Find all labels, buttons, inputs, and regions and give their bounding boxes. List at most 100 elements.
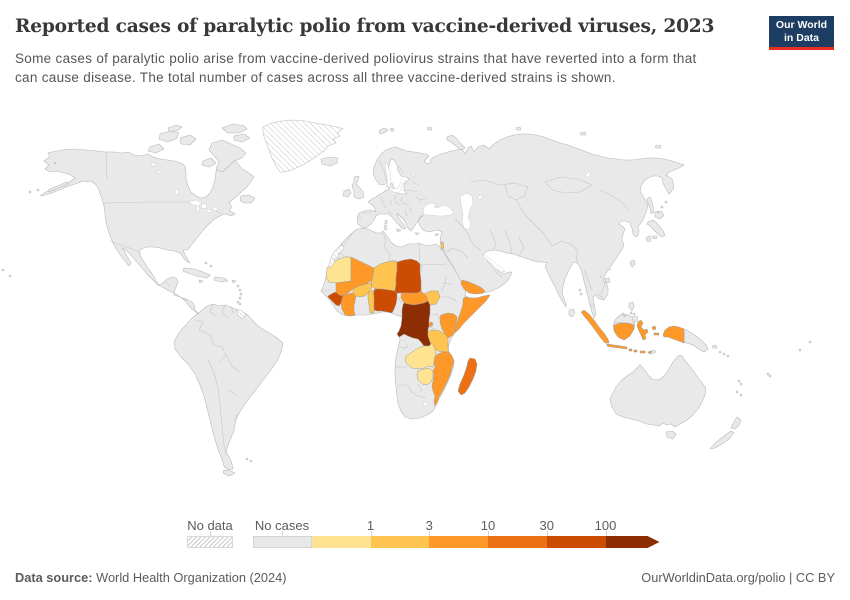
legend-tick (282, 531, 283, 536)
island-8[interactable] (446, 134, 466, 151)
island-5[interactable] (378, 127, 389, 135)
landmass-ireland[interactable] (342, 188, 352, 198)
landmass-iceland[interactable] (320, 156, 339, 167)
country-mauritania[interactable] (325, 256, 352, 284)
country-mozambique[interactable] (431, 351, 455, 407)
nodata-french-guiana[interactable] (235, 308, 247, 320)
island-6[interactable] (389, 127, 395, 132)
country-south-sudan[interactable] (423, 290, 441, 306)
country-indonesia-papua[interactable] (662, 325, 685, 344)
country-border-line (451, 247, 469, 259)
landmass-nz-north[interactable] (730, 416, 742, 430)
caribbean-island-2[interactable] (198, 279, 204, 284)
country-border-line (589, 304, 595, 307)
country-madagascar[interactable] (457, 357, 478, 396)
landmass-aleutians[interactable] (47, 181, 69, 193)
country-border-line (398, 165, 404, 174)
country-benin[interactable] (367, 289, 375, 314)
island-9[interactable] (515, 126, 522, 131)
island-10[interactable] (579, 131, 587, 136)
country-chad[interactable] (394, 258, 422, 294)
island-20[interactable] (628, 301, 635, 312)
landmass-south-america[interactable] (173, 303, 284, 471)
country-yemen[interactable] (460, 279, 486, 295)
landmass-tierra-del-fuego[interactable] (222, 469, 236, 477)
owid-logo[interactable]: Our World in Data (769, 16, 834, 50)
country-nigeria[interactable] (372, 288, 398, 314)
arctic-island-0[interactable] (158, 130, 180, 143)
arctic-island-7[interactable] (201, 157, 217, 168)
caribbean-island-3[interactable] (231, 279, 237, 284)
landmass-papua-new-guinea[interactable] (683, 328, 709, 353)
country-indonesia-sulawesi[interactable] (636, 319, 649, 341)
island-3[interactable] (414, 232, 420, 236)
landmass-tasmania[interactable] (665, 430, 677, 440)
arctic-island-3[interactable] (167, 124, 183, 132)
island-19[interactable] (645, 235, 652, 243)
country-border-line (415, 196, 422, 202)
legend-swatch-1-3[interactable] (370, 536, 430, 548)
island-14[interactable] (604, 277, 611, 284)
country-burundi[interactable] (428, 321, 434, 328)
small-island-dot (236, 300, 240, 304)
island-13[interactable] (629, 259, 636, 268)
country-indonesia-sumbawa[interactable] (633, 349, 638, 353)
country-somalia[interactable] (454, 294, 491, 334)
arctic-island-4[interactable] (221, 123, 248, 134)
caribbean-island-1[interactable] (213, 276, 229, 283)
country-indonesia-halmahera[interactable] (651, 325, 657, 331)
arctic-island-6[interactable] (208, 139, 247, 173)
legend-swatch-0-1[interactable] (311, 536, 371, 548)
arctic-island-1[interactable] (179, 134, 197, 146)
island-21[interactable] (631, 315, 639, 323)
country-kenya[interactable] (439, 312, 458, 339)
country-indonesia-seram[interactable] (653, 332, 660, 336)
island-16[interactable] (654, 210, 665, 220)
small-island-dot (239, 292, 243, 296)
island-11[interactable] (654, 144, 662, 149)
island-0[interactable] (384, 219, 388, 225)
country-indonesia-flores[interactable] (639, 350, 646, 354)
country-indonesia-timor-w[interactable] (647, 350, 653, 355)
country-indonesia-java[interactable] (606, 343, 628, 350)
country-indonesia-kalimantan[interactable] (613, 322, 635, 341)
legend-swatch-3-10[interactable] (429, 536, 488, 548)
landmass-nz-south[interactable] (709, 430, 735, 450)
arctic-island-8[interactable] (239, 194, 256, 204)
legend-swatch-no-cases[interactable] (253, 536, 312, 548)
landmass-north-america[interactable] (39, 148, 255, 316)
country-indonesia-bali[interactable] (628, 348, 633, 352)
legend-no-cases-label: No cases (254, 518, 310, 533)
country-israel[interactable] (440, 241, 445, 251)
island-22[interactable] (621, 312, 627, 318)
country-cote-divoire[interactable] (340, 292, 357, 317)
small-island-dot (249, 459, 253, 463)
caribbean-island-0[interactable] (182, 267, 211, 279)
island-15[interactable] (646, 196, 655, 215)
legend-swatch-30-100[interactable] (546, 536, 606, 548)
island-7[interactable] (426, 126, 433, 131)
legend-swatch-100+[interactable] (605, 536, 660, 548)
island-12[interactable] (568, 308, 576, 318)
lake (174, 188, 180, 196)
legend-swatch-no-data[interactable] (187, 536, 233, 548)
island-17[interactable] (646, 219, 666, 238)
landmass-uk[interactable] (351, 175, 365, 200)
country-guinea[interactable] (327, 291, 344, 307)
island-4[interactable] (434, 233, 440, 237)
footer-link[interactable]: OurWorldinData.org/polio | CC BY (641, 570, 835, 585)
arctic-island-2[interactable] (147, 143, 165, 154)
island-24[interactable] (711, 344, 718, 349)
arctic-island-5[interactable] (233, 133, 251, 143)
legend-tick (370, 531, 372, 536)
landmass-australia[interactable] (609, 354, 707, 428)
country-zimbabwe[interactable] (416, 367, 434, 386)
island-18[interactable] (651, 235, 658, 240)
island-2[interactable] (395, 228, 402, 233)
nodata-greenland[interactable] (262, 119, 344, 173)
legend-swatch-10-30[interactable] (488, 536, 547, 548)
island-1[interactable] (383, 224, 388, 231)
nodata-western-sahara[interactable] (328, 243, 345, 269)
country-indonesia-sumatra[interactable] (580, 309, 610, 344)
